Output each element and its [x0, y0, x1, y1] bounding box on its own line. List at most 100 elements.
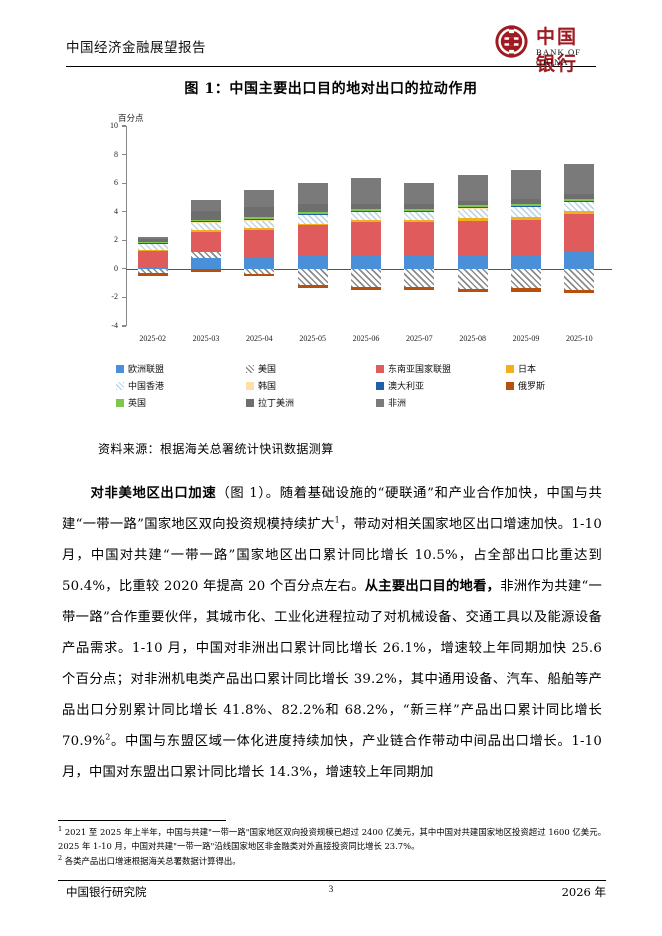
bar-segment: [351, 211, 381, 221]
bar-segment: [297, 215, 328, 224]
legend-item[interactable]: 欧洲联盟: [116, 362, 164, 375]
legend-swatch-icon: [376, 399, 384, 407]
bar-stack: [457, 112, 488, 326]
x-axis-label: 2025-05: [299, 334, 326, 343]
bar-segment: [511, 206, 541, 218]
legend-label: 中国香港: [128, 382, 165, 392]
bar-segment: [351, 210, 381, 212]
para-text-1: （图 1）。随着基础设施的“硬联通”和产业合作加快，中国与共建“一带一路”国家地…: [62, 486, 602, 532]
bar-segment: [404, 210, 435, 212]
legend-label: 欧洲联盟: [128, 365, 165, 375]
legend-item[interactable]: 澳大利亚: [376, 379, 424, 392]
bar-segment: [404, 183, 435, 205]
bar-stack: [511, 112, 541, 326]
bar-segment: [191, 252, 221, 259]
y-tick: [122, 125, 126, 127]
y-tick-label: 8: [114, 149, 118, 159]
bar-segment: [457, 221, 488, 255]
legend-label: 韩国: [258, 382, 277, 392]
bar-segment: [457, 200, 488, 206]
bar-segment: [564, 211, 595, 214]
legend-label: 英国: [128, 399, 147, 409]
legend-row: 英国 拉丁美洲 非洲: [96, 396, 616, 413]
chart-unit-label: 百分点: [118, 114, 144, 124]
para-text-3: 非洲作为共建“一带一路”合作重要伙伴，其城市化、工业化进程拉动了对机械设备、交通…: [62, 579, 602, 749]
bar-segment: [244, 228, 275, 230]
bar-segment: [511, 203, 541, 206]
legend-item[interactable]: 东南亚国家联盟: [376, 362, 451, 375]
legend-label: 日本: [518, 365, 537, 375]
bar-segment: [297, 285, 328, 288]
legend-item[interactable]: 中国香港: [116, 379, 164, 392]
bar-segment: [191, 222, 221, 231]
bar-stack: [244, 112, 275, 326]
bar-segment: [511, 198, 541, 204]
legend-row: 欧洲联盟 美国 东南亚国家联盟 日本: [96, 362, 616, 379]
bar-segment: [297, 268, 328, 286]
y-tick-label: 0: [114, 263, 118, 273]
bar-segment: [137, 266, 168, 269]
bar-segment: [511, 268, 541, 289]
x-axis-label: 2025-02: [139, 334, 166, 343]
bar-segment: [244, 206, 275, 218]
page-number: 3: [328, 884, 334, 894]
bar-segment: [511, 217, 541, 220]
bar-segment: [137, 268, 168, 274]
footnote-ref-1[interactable]: 1: [334, 515, 340, 525]
x-axis-label: 2025-03: [192, 334, 220, 343]
footnote-divider: [58, 820, 226, 821]
y-tick-label: 4: [114, 206, 118, 216]
bar-segment: [244, 190, 275, 207]
bar-segment: [137, 250, 168, 252]
bar-stack: [564, 112, 595, 326]
para-bold-2: 从主要出口目的地看，: [364, 579, 501, 594]
x-axis-label: 2025-08: [459, 334, 486, 343]
y-tick-label: 10: [110, 121, 118, 130]
legend-item[interactable]: 英国: [116, 396, 146, 409]
bar-segment: [564, 213, 595, 251]
y-tick: [122, 182, 126, 184]
bar-segment: [404, 286, 435, 290]
bar-segment: [404, 208, 435, 211]
legend-swatch-icon: [246, 399, 254, 407]
bar-segment: [297, 182, 328, 205]
boc-emblem-icon: [495, 25, 528, 58]
para-text-4: 。中国与东盟区域一体化进度持续加快，产业链合作带动中间品出口增长。1-10 月，…: [62, 734, 602, 780]
bar-segment: [564, 163, 595, 195]
bar-stack: [404, 112, 435, 326]
stacked-bar-chart: 百分点 -4 -2 0 2 4 6 8 10 2025-02 2025-03 2025-04 202…: [96, 112, 616, 362]
bar-stack: [137, 112, 168, 326]
legend-item[interactable]: 韩国: [246, 379, 276, 392]
bar-segment: [297, 212, 328, 214]
bar-segment: [137, 243, 168, 251]
bar-segment: [297, 204, 328, 212]
legend-label: 非洲: [388, 399, 407, 409]
report-title: 中国经济金融展望报告: [66, 40, 206, 56]
bar-segment: [564, 202, 595, 212]
bar-segment: [351, 286, 381, 290]
bar-segment: [244, 273, 275, 277]
bar-segment: [244, 229, 275, 257]
logo-text-en: BANK OF CHINA: [536, 47, 582, 67]
legend-item[interactable]: 拉丁美洲: [246, 396, 294, 409]
bar-segment: [244, 219, 275, 221]
footnote-2-marker: 2: [58, 854, 63, 863]
bar-segment: [511, 170, 541, 199]
bar-segment: [191, 230, 221, 232]
y-tick: [122, 296, 126, 299]
legend-item[interactable]: 非洲: [376, 396, 406, 409]
legend-item[interactable]: 日本: [506, 362, 536, 375]
bar-segment: [511, 219, 541, 255]
bar-segment: [191, 211, 221, 220]
legend-item[interactable]: 俄罗斯: [506, 379, 545, 392]
x-axis-label: 2025-04: [245, 334, 273, 343]
legend-item[interactable]: 美国: [246, 362, 276, 375]
legend-swatch-icon: [376, 382, 384, 390]
bar-stack: [297, 112, 328, 326]
para-bold-lead: 对非美地区出口加速: [90, 486, 217, 501]
logo-text-cn: 中国银行: [536, 26, 579, 75]
bar-segment: [191, 200, 221, 211]
footnote-ref-2[interactable]: 2: [105, 732, 111, 742]
bar-stack: [351, 112, 381, 326]
